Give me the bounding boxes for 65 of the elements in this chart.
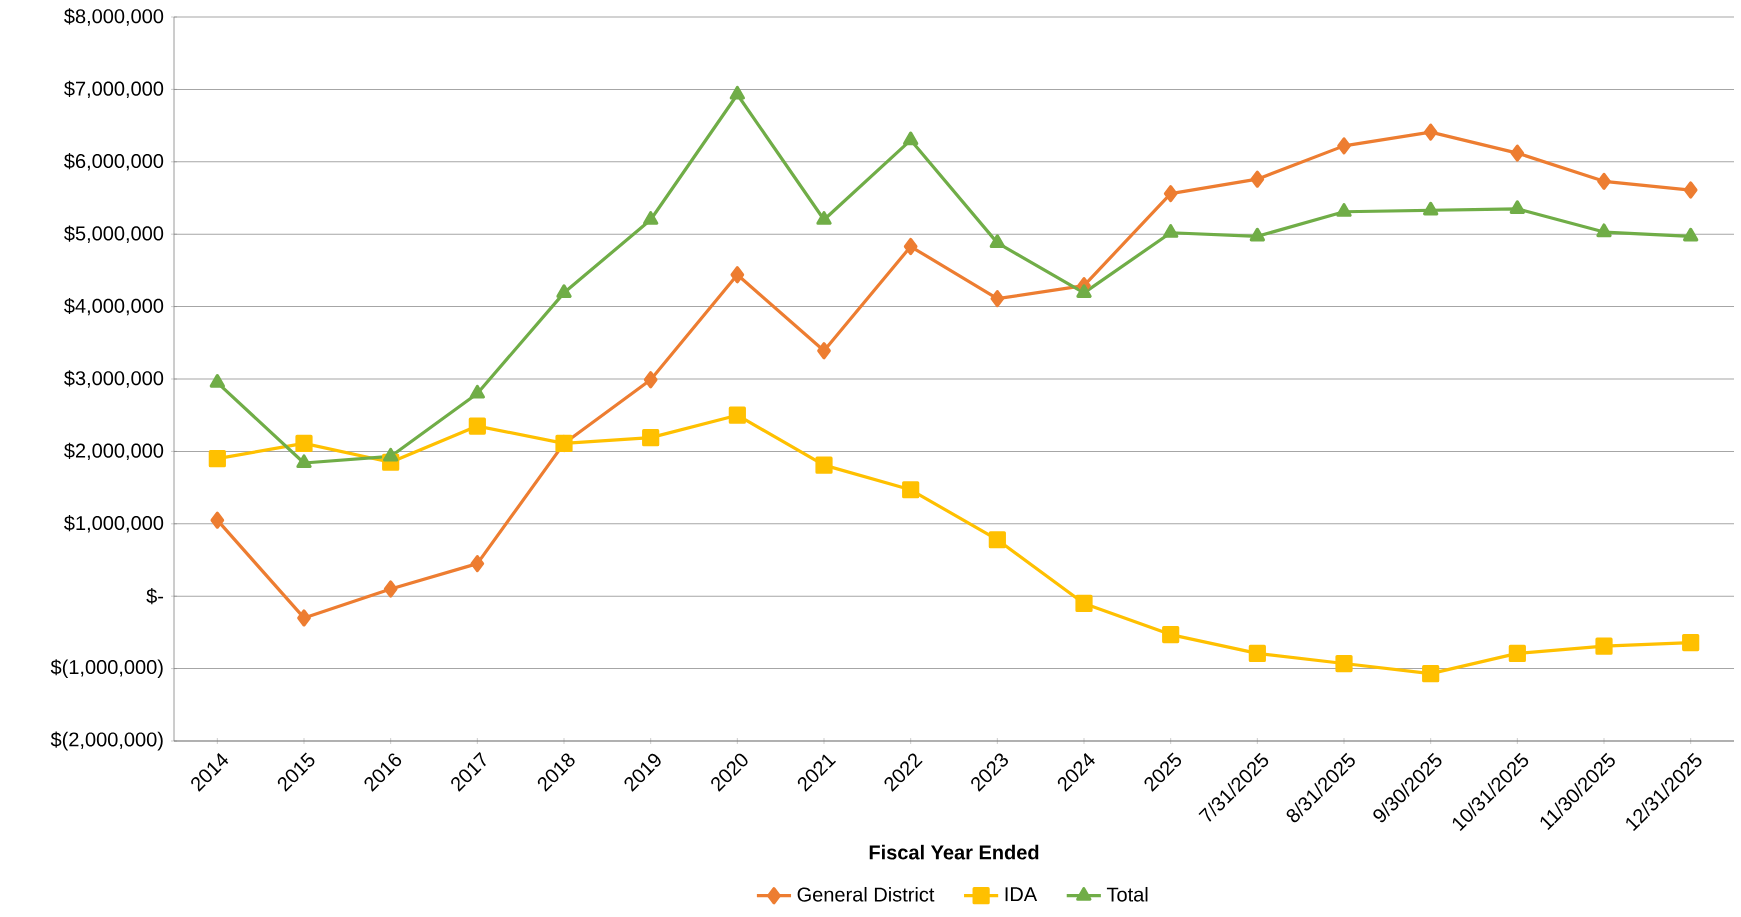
point	[1162, 625, 1180, 644]
point	[729, 85, 745, 100]
point	[209, 374, 225, 388]
legend-label: General District	[797, 886, 935, 902]
point	[816, 211, 832, 225]
point	[1683, 227, 1699, 242]
x-axis-title: Fiscal Year Ended	[869, 844, 1039, 860]
y-tick-label: $5,000,000	[64, 225, 164, 243]
y-tick-label: $6,000,000	[64, 153, 164, 171]
point	[1250, 170, 1265, 188]
point	[1337, 137, 1351, 155]
point	[1510, 144, 1525, 162]
point	[295, 434, 313, 453]
point	[1682, 633, 1700, 652]
point	[1249, 227, 1265, 242]
point	[643, 371, 658, 389]
point	[297, 609, 311, 627]
point	[817, 342, 831, 360]
point	[989, 234, 1005, 248]
point	[642, 429, 660, 447]
y-tick-label: $3,000,000	[64, 370, 164, 388]
point	[730, 266, 745, 284]
y-tick-label: $8,000,000	[64, 8, 164, 26]
point	[470, 555, 485, 573]
point	[728, 406, 746, 424]
y-tick-label: $7,000,000	[64, 80, 164, 99]
point	[1336, 203, 1352, 217]
point	[1075, 594, 1093, 613]
point	[210, 511, 225, 529]
y-tick-label: $2,000,000	[64, 442, 164, 461]
point	[383, 580, 398, 598]
point	[1508, 644, 1526, 662]
point	[468, 417, 486, 435]
point	[1596, 223, 1612, 238]
y-tick-label: $1,000,000	[64, 515, 164, 533]
point	[1683, 181, 1698, 199]
point	[988, 531, 1006, 549]
point	[1422, 665, 1440, 683]
y-tick-label: $(1,000,000)	[50, 659, 163, 679]
point	[1423, 201, 1439, 216]
point	[1163, 185, 1178, 203]
point	[296, 454, 312, 469]
point	[208, 450, 226, 468]
point	[643, 211, 659, 225]
legend-label: Total	[1106, 886, 1148, 902]
point	[903, 131, 919, 146]
point	[903, 237, 918, 256]
legend-label: IDA	[1005, 887, 1038, 902]
point	[383, 447, 399, 462]
point	[1595, 637, 1613, 655]
point	[902, 481, 920, 499]
point	[1248, 644, 1266, 662]
point	[990, 290, 1005, 308]
y-tick-label: $(2,000,000)	[50, 731, 163, 751]
y-tick-label: $-	[146, 588, 164, 605]
point	[815, 456, 833, 474]
point	[1163, 224, 1179, 238]
point	[1335, 654, 1353, 673]
point	[1076, 284, 1092, 298]
y-tick-label: $4,000,000	[64, 297, 164, 316]
point	[1423, 123, 1438, 141]
point	[469, 384, 485, 399]
point	[556, 284, 572, 298]
point	[1509, 200, 1525, 214]
point	[1597, 172, 1611, 190]
